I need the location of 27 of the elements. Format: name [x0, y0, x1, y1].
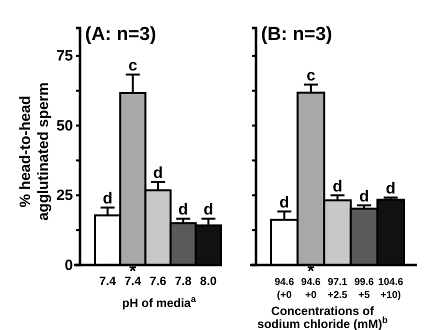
chart-title: (B: n=3): [261, 24, 332, 45]
data-label: d: [153, 164, 163, 182]
data-label: d: [279, 194, 290, 212]
x-axis-title: pH of media$^{a}$: [122, 294, 197, 310]
x-tick-label: 7.4: [99, 274, 116, 288]
data-label: d: [178, 202, 188, 219]
x-tick-label: 97.1 +2.5: [328, 277, 348, 301]
data-label: c: [306, 68, 316, 85]
chart-title: (A: n=3): [85, 24, 156, 45]
data-label: d: [332, 178, 342, 196]
y-tick-label: 50: [56, 117, 73, 134]
x-tick-label: 7.6: [150, 274, 167, 288]
x-tick-label: 7.4: [124, 274, 142, 288]
y-axis-title: % head-to-head agglutinated sperm: [17, 82, 52, 221]
y-tick-label: 0: [64, 256, 73, 274]
x-tick-label: 104.6 +10): [378, 277, 404, 301]
x-tick-label: 8.0: [200, 274, 218, 288]
x-tick-label: 94.6 (+0: [274, 277, 294, 301]
data-label: c: [128, 58, 138, 75]
y-tick-label: 75: [56, 48, 73, 65]
x-tick-label: 99.6 +5: [354, 277, 374, 301]
y-tick-label: 25: [56, 187, 73, 204]
data-label: d: [102, 190, 112, 208]
data-label: d: [359, 188, 369, 206]
data-label: d: [386, 180, 396, 198]
x-tick-label: 7.8: [174, 274, 192, 288]
data-label: d: [204, 202, 214, 219]
